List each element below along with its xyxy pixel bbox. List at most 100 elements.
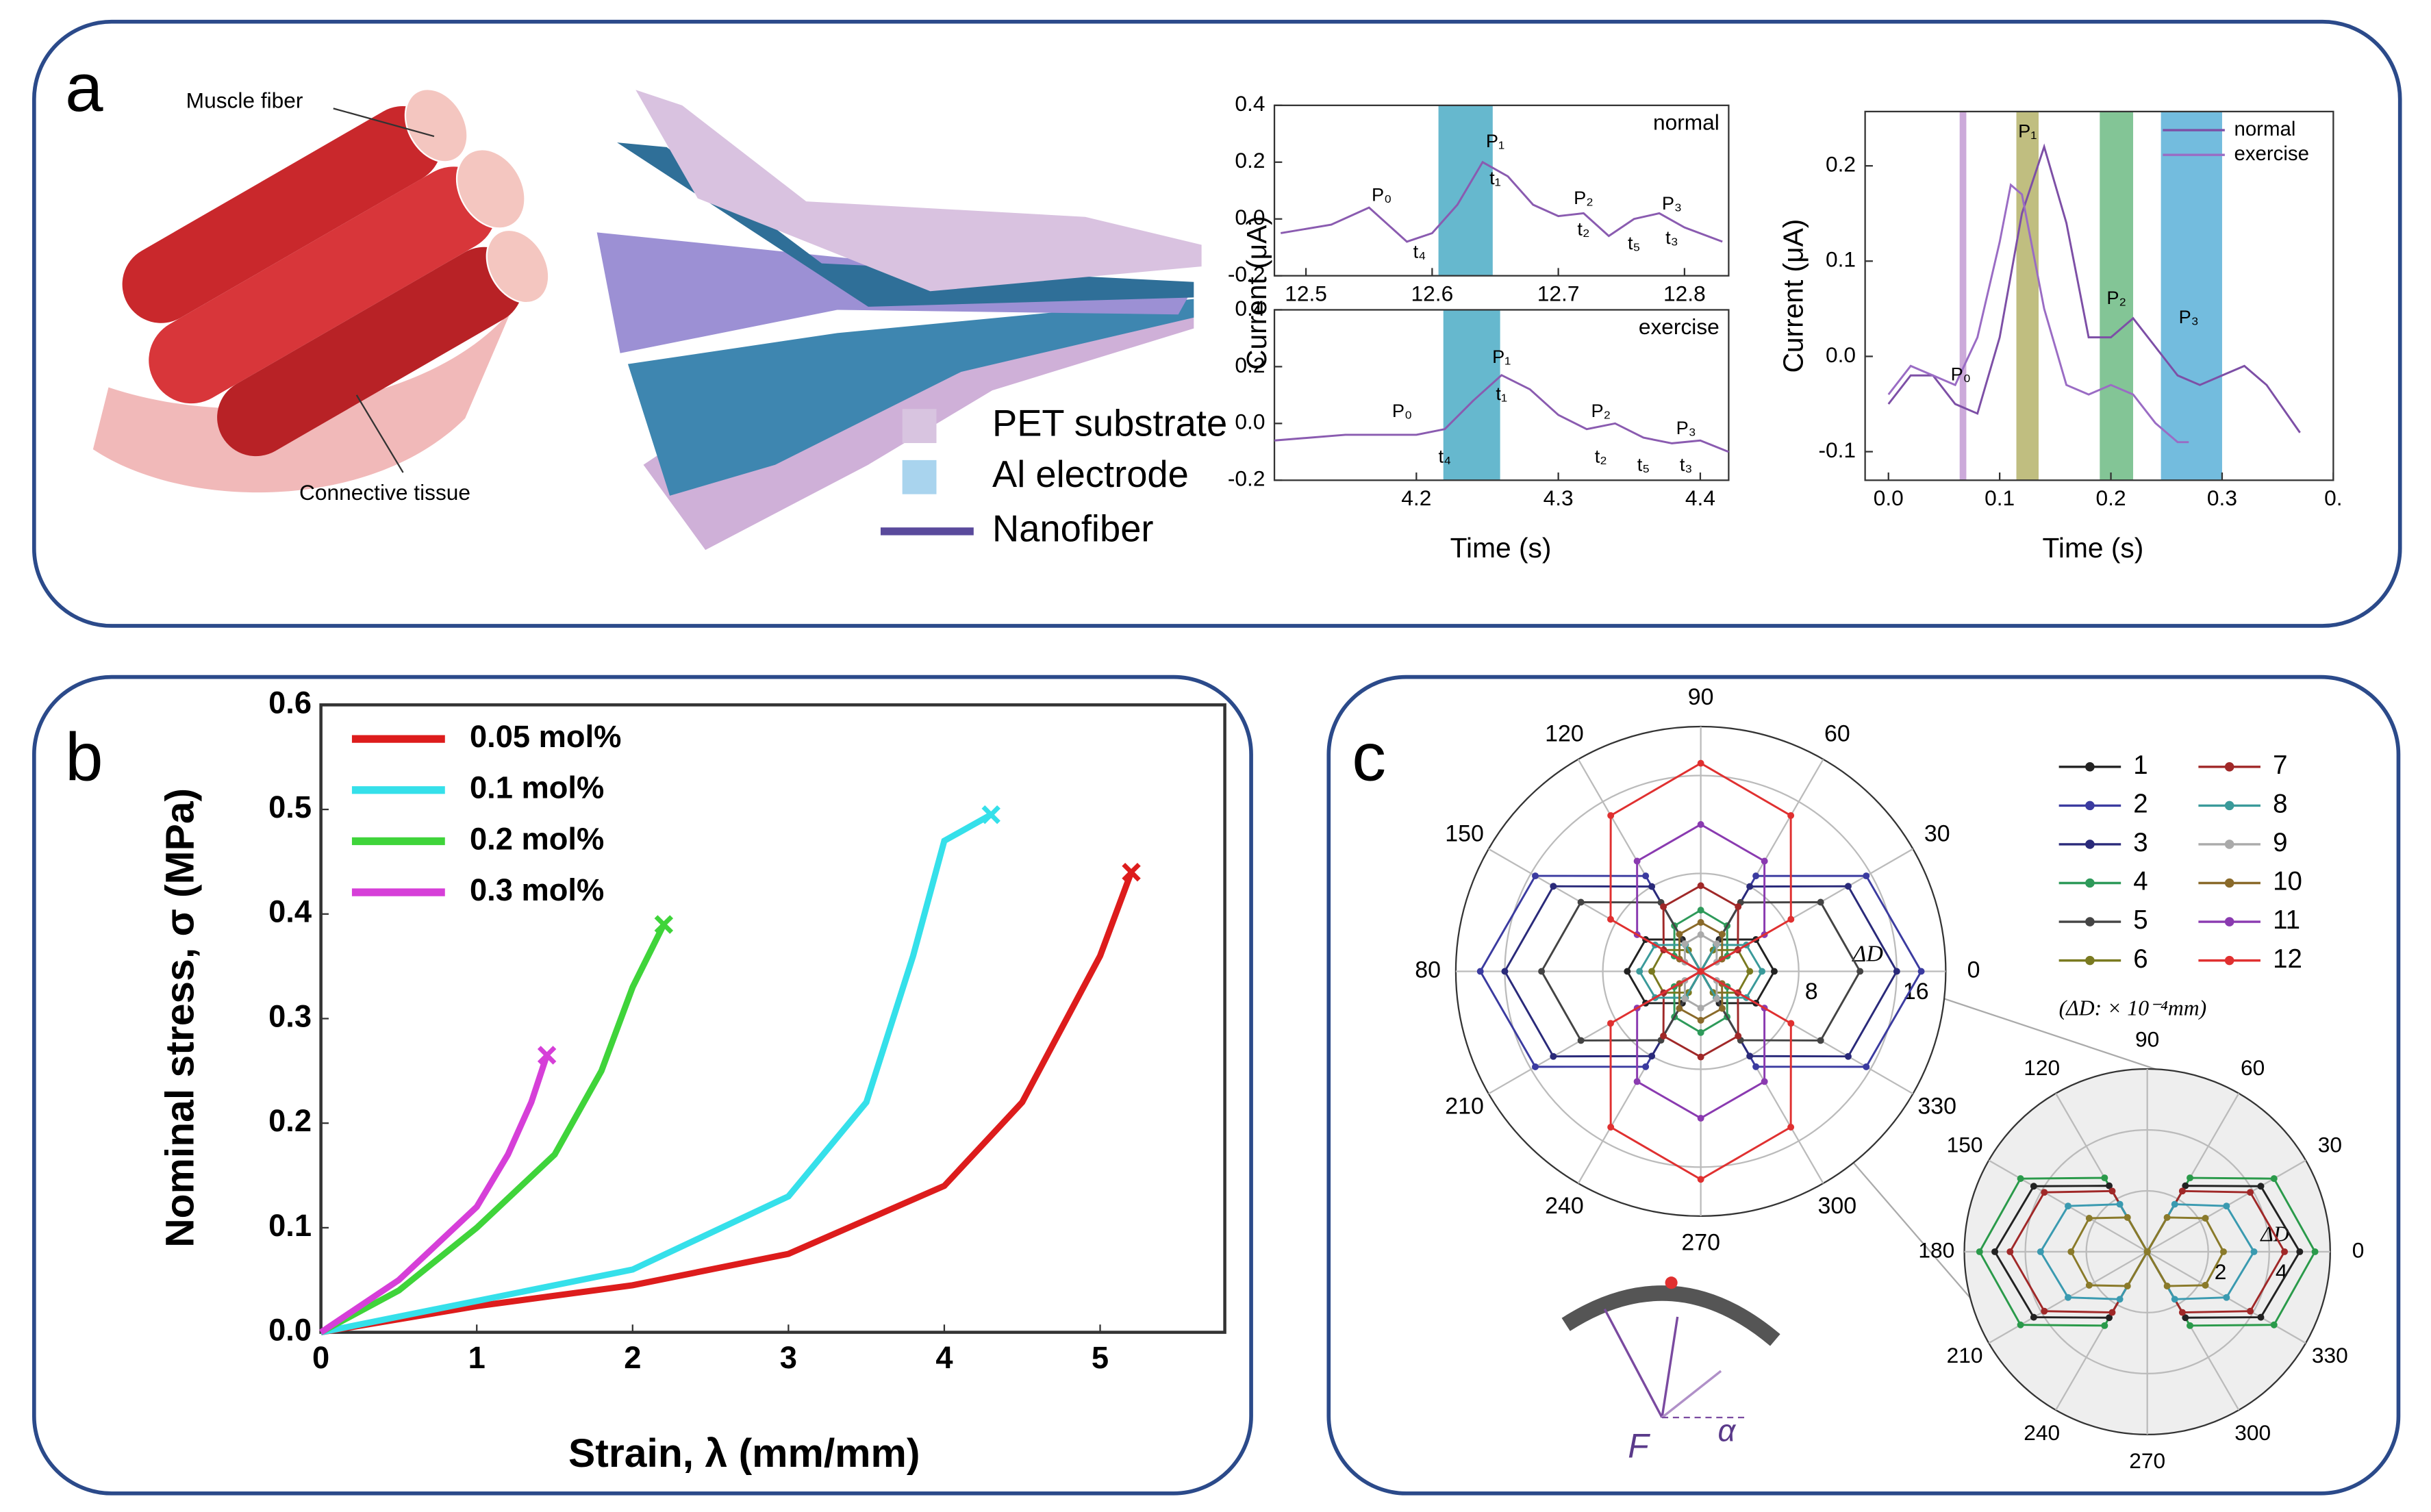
polar-point	[1787, 1124, 1795, 1131]
data-line	[1274, 374, 1729, 453]
polar-point	[2163, 1213, 2171, 1221]
y-tick-label: 0.2	[1235, 148, 1265, 173]
polar-point	[1697, 907, 1704, 914]
legend-label: 0.2 mol%	[470, 821, 604, 856]
angle-label: 120	[1545, 721, 1584, 747]
legend-marker	[2085, 917, 2095, 927]
angle-label: 270	[1681, 1230, 1720, 1256]
y-tick-label: 0.2	[268, 1103, 312, 1138]
x-tick-label: 0.	[2324, 486, 2342, 510]
polar-point	[2017, 1175, 2024, 1183]
polar-point	[2202, 1281, 2209, 1289]
legend-label: PET substrate	[992, 402, 1227, 444]
angle-label: 60	[2241, 1055, 2265, 1080]
polar-point	[1991, 1248, 1999, 1255]
y-tick-label: -0.1	[1818, 438, 1856, 462]
legend-label: Nanofiber	[992, 507, 1154, 549]
x-tick-label: 0.3	[2207, 486, 2237, 510]
y-tick-label: 0.1	[1826, 247, 1856, 272]
polar-point	[1713, 940, 1720, 948]
polar-point	[2116, 1200, 2124, 1208]
legend-label: 10	[2273, 867, 2302, 896]
polar-point	[2223, 1294, 2230, 1301]
polar-point	[2030, 1183, 2037, 1190]
legend-marker	[2224, 840, 2234, 849]
polar-point	[2124, 1213, 2131, 1221]
polar-point	[2171, 1296, 2178, 1303]
polar-point	[1681, 995, 1689, 1003]
annotation: P₁	[1486, 130, 1504, 151]
angle-label: 210	[1947, 1343, 1983, 1368]
polar-point	[1976, 1248, 1983, 1255]
polar-point	[1863, 872, 1870, 880]
annotation: t₁	[1496, 383, 1507, 404]
y-tick-label: 0.0	[1235, 205, 1265, 229]
x-tick-label: 2	[624, 1340, 641, 1375]
annotation: P₃	[1662, 192, 1682, 214]
polar-point	[2247, 1307, 2254, 1315]
legend-label: 8	[2273, 790, 2287, 819]
legend-label: 6	[2133, 944, 2147, 974]
polar-point	[1697, 1114, 1704, 1122]
polar-point	[1532, 1063, 1539, 1070]
polar-point	[2171, 1200, 2178, 1208]
polar-point	[1624, 968, 1631, 975]
x-tick-label: 0.2	[2096, 486, 2126, 510]
annotation: t₂	[1595, 445, 1607, 466]
polar-point	[2116, 1296, 2124, 1303]
polar-point	[1735, 903, 1742, 911]
polar-point	[1863, 1063, 1870, 1070]
polar-point	[2101, 1322, 2108, 1329]
data-line	[319, 923, 667, 1335]
polar-point	[1697, 1176, 1704, 1183]
x-tick-label: 4.4	[1685, 486, 1715, 510]
polar-point	[1817, 1037, 1824, 1044]
polar-point	[2270, 1175, 2278, 1183]
polar-point	[2270, 1321, 2278, 1328]
annotation: t₃	[1665, 227, 1678, 248]
polar-point	[2257, 1183, 2265, 1190]
x-tick-label: 0.0	[1874, 486, 1904, 510]
annotation: P₂	[1574, 187, 1594, 208]
polar-point	[1607, 916, 1614, 923]
polar-point	[1787, 916, 1795, 923]
y-tick-label: -0.2	[1228, 466, 1265, 491]
data-line	[320, 811, 993, 1336]
y-tick-label: 0.0	[1826, 342, 1856, 367]
legend-marker	[2085, 762, 2095, 772]
legend-label: 12	[2273, 944, 2302, 974]
polar-point	[1532, 872, 1539, 880]
angle-label: 210	[1445, 1094, 1484, 1120]
polar-point	[1746, 1053, 1754, 1060]
polar-point	[1697, 1005, 1704, 1012]
polar-point	[2108, 1187, 2116, 1195]
polar-point	[1844, 1053, 1852, 1060]
angle-label: 330	[2312, 1343, 2348, 1368]
legend-label: Al electrode	[992, 453, 1189, 495]
legend-label: 1	[2133, 751, 2147, 780]
polar-point	[2311, 1248, 2319, 1255]
panel-frame	[1326, 675, 2401, 1496]
polar-point	[2257, 1313, 2265, 1321]
end-marker	[537, 1046, 557, 1065]
polar-point	[1660, 903, 1667, 911]
panel-label: c	[1352, 719, 1386, 795]
angle-label: 150	[1947, 1132, 1983, 1157]
band	[2161, 111, 2222, 481]
legend-label: 5	[2133, 905, 2147, 935]
y-tick-label: -0.2	[1228, 262, 1265, 286]
polar-point	[1844, 883, 1852, 890]
annotation: t₄	[1413, 241, 1426, 262]
polar-point	[2178, 1187, 2186, 1195]
polar-point	[2296, 1248, 2304, 1255]
angle-label: 240	[1545, 1193, 1584, 1219]
polar-point	[1735, 1032, 1742, 1040]
polar-point	[2223, 1202, 2230, 1210]
x-tick-label: 12.8	[1663, 281, 1706, 306]
polar-point	[1917, 968, 1925, 975]
polar-point	[1697, 882, 1704, 890]
polar-point	[2030, 1313, 2037, 1321]
polar-point	[1817, 898, 1824, 906]
legend-marker	[2224, 762, 2234, 772]
